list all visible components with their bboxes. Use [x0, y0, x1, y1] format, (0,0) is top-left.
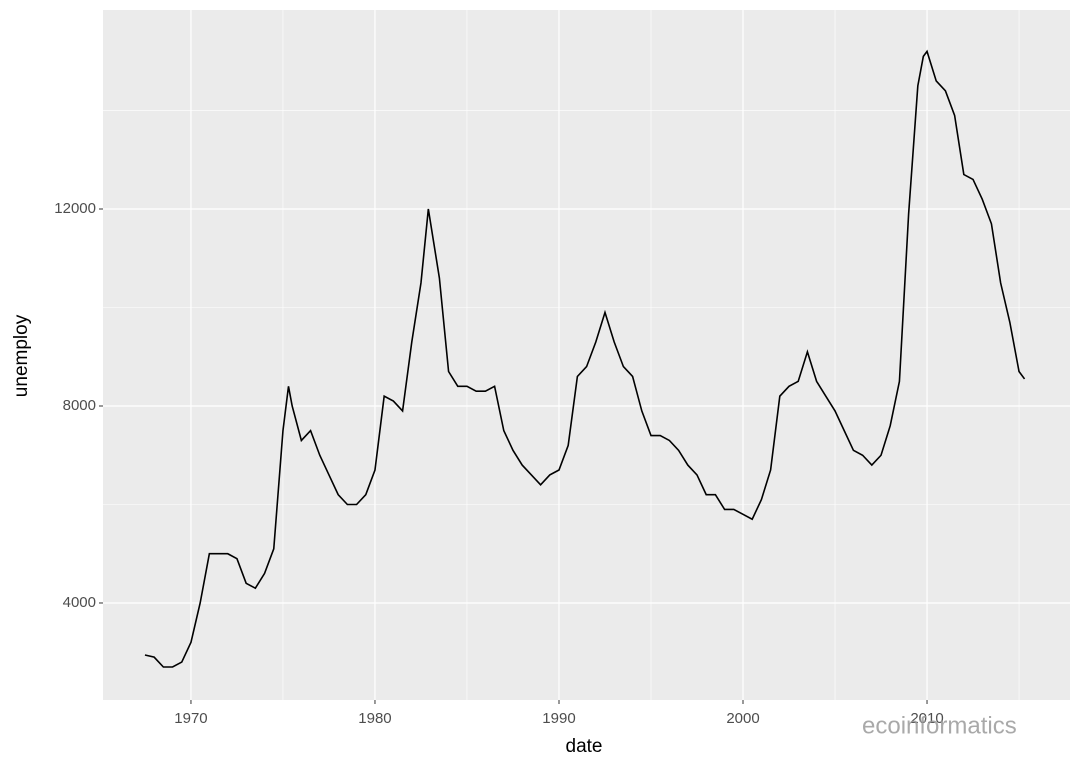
x-tick-label: 1970	[174, 710, 207, 727]
y-tick-label: 4000	[63, 594, 96, 611]
x-tick-label: 2010	[910, 710, 943, 727]
y-tick-label: 8000	[63, 397, 96, 414]
y-axis-title: unemploy	[11, 314, 32, 397]
watermark: ecoinformatics	[862, 712, 1017, 739]
y-tick-label: 12000	[54, 200, 96, 217]
panel	[103, 10, 1070, 700]
data-line	[144, 49, 1026, 668]
x-axis-title: date	[566, 736, 603, 757]
x-tick-label: 2000	[726, 710, 759, 727]
x-tick-label: 1980	[358, 710, 391, 727]
x-tick-label: 1990	[542, 710, 575, 727]
